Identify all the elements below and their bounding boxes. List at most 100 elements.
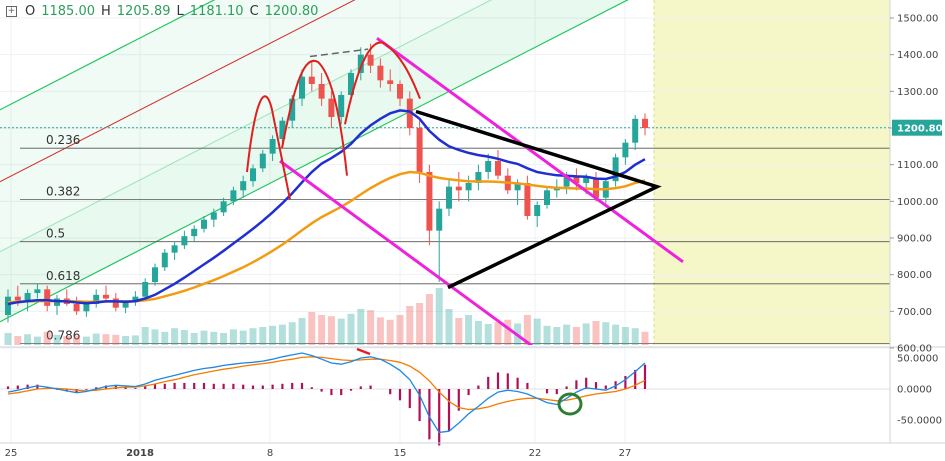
volume-bar — [63, 336, 71, 345]
candle — [475, 164, 482, 191]
volume-bar — [229, 329, 237, 345]
candle — [573, 168, 580, 191]
candle-body — [44, 289, 51, 306]
candle-body — [377, 65, 384, 81]
ema-fast-line — [7, 109, 646, 306]
candle-body — [122, 302, 129, 308]
volume-bar — [102, 334, 110, 345]
falling-wedge-lower — [279, 159, 534, 345]
volume-bar — [190, 333, 198, 345]
volume-bar — [131, 335, 139, 345]
volume-bar — [318, 315, 326, 345]
volume-bar — [92, 333, 100, 345]
grid — [0, 0, 890, 443]
last-price-badge-label: 1200.80 — [897, 124, 943, 135]
last-price-badge — [892, 119, 942, 136]
ohlc-high-label: H — [101, 4, 111, 19]
candle-body — [514, 183, 521, 191]
volume-bar — [337, 318, 345, 345]
candle — [299, 69, 305, 106]
volume-bar — [553, 327, 561, 345]
volume-bar — [43, 331, 51, 345]
candle-body — [573, 175, 580, 183]
candle-body — [406, 98, 413, 128]
candle-body — [524, 183, 531, 216]
volume-bar — [4, 333, 12, 345]
candle-body — [583, 177, 590, 183]
ohlc-open-value: 1185.00 — [41, 4, 95, 19]
plus-square-icon[interactable]: + — [6, 6, 17, 17]
candle — [328, 91, 335, 128]
candle-body — [250, 168, 256, 182]
candle — [495, 150, 501, 180]
candle — [436, 201, 443, 282]
time-tick-label: 25 — [5, 448, 18, 459]
candle — [318, 73, 325, 106]
candle — [426, 164, 433, 246]
price-tick-label: 1300.00 — [897, 87, 938, 98]
candle-body — [426, 172, 433, 231]
volume-bar — [141, 327, 149, 345]
candle-body — [485, 161, 492, 172]
volume-bar — [161, 331, 169, 345]
volume-bar — [308, 312, 316, 345]
volume-bar — [563, 324, 571, 345]
price-tick-label: 800.00 — [897, 270, 932, 281]
price-tick-label: 600.00 — [897, 344, 932, 355]
volume-bar — [641, 331, 649, 345]
volume-bar — [543, 325, 551, 345]
volume-bar — [376, 317, 384, 345]
volume-bar — [592, 321, 600, 345]
volume-bars — [4, 288, 649, 345]
fib-level-label: 0.618 — [46, 269, 80, 283]
volume-bar — [494, 322, 502, 345]
candle-body — [34, 289, 41, 293]
candle — [357, 47, 364, 81]
candle — [210, 208, 217, 227]
candle — [181, 230, 188, 249]
candle-body — [210, 212, 217, 220]
volume-bar — [347, 313, 355, 345]
future-highlight — [654, 0, 890, 345]
volume-bar — [445, 309, 453, 345]
candle-body — [191, 228, 198, 237]
volume-bar — [249, 328, 257, 345]
candle — [152, 263, 158, 286]
macd-panel — [0, 346, 945, 446]
candle-body — [534, 205, 541, 216]
crossover-circle — [557, 392, 583, 416]
macd-tick-label: 0.0000 — [897, 385, 932, 396]
candle — [269, 135, 276, 161]
plot-background — [653, 0, 890, 345]
candle-body — [367, 54, 374, 66]
candle-body — [289, 98, 296, 121]
candle — [5, 289, 11, 323]
candle — [142, 278, 149, 299]
volume-bar — [504, 319, 512, 345]
ohlc-close-value: 1200.80 — [264, 4, 319, 19]
candle — [308, 62, 315, 92]
volume-bar — [278, 324, 286, 345]
candle-body — [259, 153, 266, 169]
volume-bar — [484, 324, 492, 345]
candle-body — [112, 298, 119, 308]
candles — [5, 43, 648, 323]
ohlc-open-label: O — [25, 4, 36, 19]
candle-body — [446, 186, 452, 209]
candle-body — [338, 95, 345, 117]
candle — [622, 139, 629, 165]
volume-bar — [572, 327, 580, 345]
volume-bar — [455, 318, 463, 345]
candle — [54, 294, 60, 315]
candle — [504, 168, 511, 194]
candle-body — [465, 183, 472, 191]
macd-line — [7, 352, 646, 434]
candle-body — [348, 73, 354, 95]
volume-bar — [112, 334, 120, 345]
volume-bar — [416, 303, 424, 345]
candle — [485, 153, 492, 180]
macd-signal-line — [7, 356, 646, 411]
candle — [93, 289, 100, 308]
